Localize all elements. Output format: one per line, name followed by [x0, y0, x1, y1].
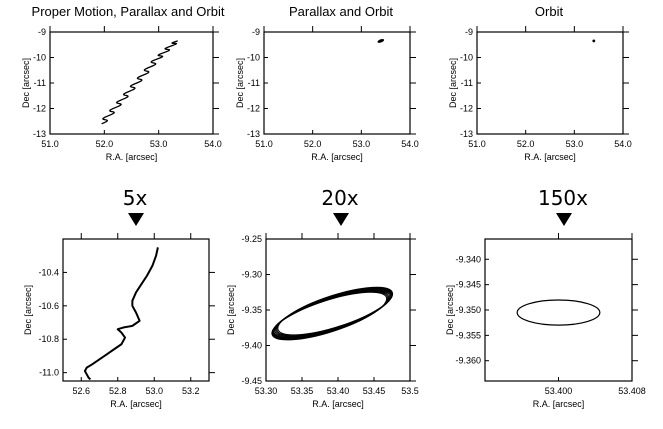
x-tick-label: 52.0 — [517, 139, 535, 149]
x-tick-label: 53.400 — [545, 386, 573, 396]
panel-3 — [476, 26, 629, 135]
x-tick-label: 51.0 — [468, 139, 486, 149]
y-tick-label: -9.345 — [455, 280, 481, 290]
x-tick-label: 53.0 — [566, 139, 584, 149]
x-tick-label: 52.0 — [304, 139, 322, 149]
zoom-label: 150x — [538, 186, 588, 210]
orbit-ellipse — [516, 299, 601, 326]
y-tick-label: -9.35 — [241, 305, 262, 315]
x-axis-label: R.A. [arcsec] — [312, 399, 364, 409]
x-tick-label: 54.0 — [204, 139, 222, 149]
x-axis-label: R.A. [arcsec] — [110, 399, 162, 409]
x-tick-label: 51.0 — [255, 139, 273, 149]
x-tick-label: 53.5 — [401, 386, 419, 396]
series-line — [83, 247, 159, 381]
x-tick-label: 53.0 — [150, 139, 168, 149]
x-tick-label: 54.0 — [401, 139, 419, 149]
panel-4 — [62, 233, 215, 382]
y-tick-label: -12 — [247, 104, 260, 114]
plot-frame — [265, 238, 411, 382]
panel-title: Parallax and Orbit — [289, 4, 393, 19]
series-line — [101, 40, 178, 125]
zoom-arrow — [128, 213, 144, 226]
x-tick-label: 53.2 — [182, 386, 200, 396]
orbit-blob — [377, 39, 385, 43]
x-tick-label: 53.0 — [145, 386, 163, 396]
y-tick-label: -9.355 — [455, 330, 481, 340]
y-tick-label: -13 — [33, 129, 46, 139]
y-axis-label: Dec [arcsec] — [235, 58, 245, 108]
x-tick-label: 52.8 — [109, 386, 127, 396]
y-tick-label: -10.6 — [38, 301, 59, 311]
y-tick-label: -9.30 — [241, 270, 262, 280]
y-tick-label: -10.4 — [38, 267, 59, 277]
panel-2 — [263, 26, 416, 135]
plot-frame — [49, 31, 214, 135]
x-tick-label: 54.0 — [614, 139, 632, 149]
y-tick-label: -10 — [247, 53, 260, 63]
zoom-label: 20x — [321, 186, 358, 210]
y-tick-label: -10 — [460, 53, 473, 63]
panel-title: Orbit — [535, 4, 564, 19]
y-axis-label: Dec [arcsec] — [21, 58, 31, 108]
y-tick-label: -11 — [248, 78, 260, 88]
y-tick-label: -9.350 — [455, 305, 481, 315]
plot-frame — [62, 238, 210, 382]
y-tick-label: -9 — [252, 27, 260, 37]
y-axis-label: Dec [arcsec] — [23, 285, 33, 335]
panel-6 — [484, 233, 638, 382]
y-axis-label: Dec [arcsec] — [226, 285, 236, 335]
zoom-arrow — [333, 213, 349, 226]
y-tick-label: -13 — [247, 129, 260, 139]
y-axis-label: Dec [arcsec] — [448, 58, 458, 108]
zoom-arrow — [556, 213, 572, 226]
plot-frame — [484, 238, 633, 382]
x-tick-label: 52.6 — [72, 386, 90, 396]
x-tick-label: 53.0 — [353, 139, 371, 149]
zoom-label: 5x — [123, 186, 148, 210]
data-point — [592, 39, 596, 43]
panel-1 — [49, 26, 219, 135]
plot-frame — [476, 31, 624, 135]
y-tick-label: -9 — [38, 27, 46, 37]
orbit-loop — [277, 286, 394, 336]
y-tick-label: -9.45 — [241, 376, 262, 386]
x-tick-label: 53.40 — [327, 386, 350, 396]
y-tick-label: -10 — [33, 53, 46, 63]
y-tick-label: -12 — [33, 104, 46, 114]
y-tick-label: -13 — [460, 129, 473, 139]
x-axis-label: R.A. [arcsec] — [106, 152, 158, 162]
y-tick-label: -11.0 — [39, 368, 59, 378]
y-axis-label: Dec [arcsec] — [445, 285, 455, 335]
panel-title: Proper Motion, Parallax and Orbit — [32, 4, 225, 19]
plot-frame — [263, 31, 411, 135]
y-tick-label: -11 — [34, 78, 46, 88]
y-tick-label: -9.25 — [241, 234, 262, 244]
x-tick-label: 53.35 — [291, 386, 314, 396]
x-axis-label: R.A. [arcsec] — [311, 152, 363, 162]
x-axis-label: R.A. [arcsec] — [524, 152, 576, 162]
y-tick-label: -12 — [460, 104, 473, 114]
y-tick-label: -9.360 — [455, 356, 481, 366]
x-tick-label: 53.30 — [255, 386, 278, 396]
panel-5 — [265, 233, 416, 382]
y-tick-label: -10.8 — [38, 334, 59, 344]
y-tick-label: -9 — [465, 27, 473, 37]
x-tick-label: 51.0 — [41, 139, 59, 149]
x-tick-label: 52.0 — [96, 139, 114, 149]
x-tick-label: 53.408 — [618, 386, 646, 396]
y-tick-label: -11 — [461, 78, 473, 88]
y-tick-label: -9.40 — [241, 341, 262, 351]
x-axis-label: R.A. [arcsec] — [533, 399, 585, 409]
y-tick-label: -9.340 — [455, 254, 481, 264]
x-tick-label: 53.45 — [363, 386, 386, 396]
